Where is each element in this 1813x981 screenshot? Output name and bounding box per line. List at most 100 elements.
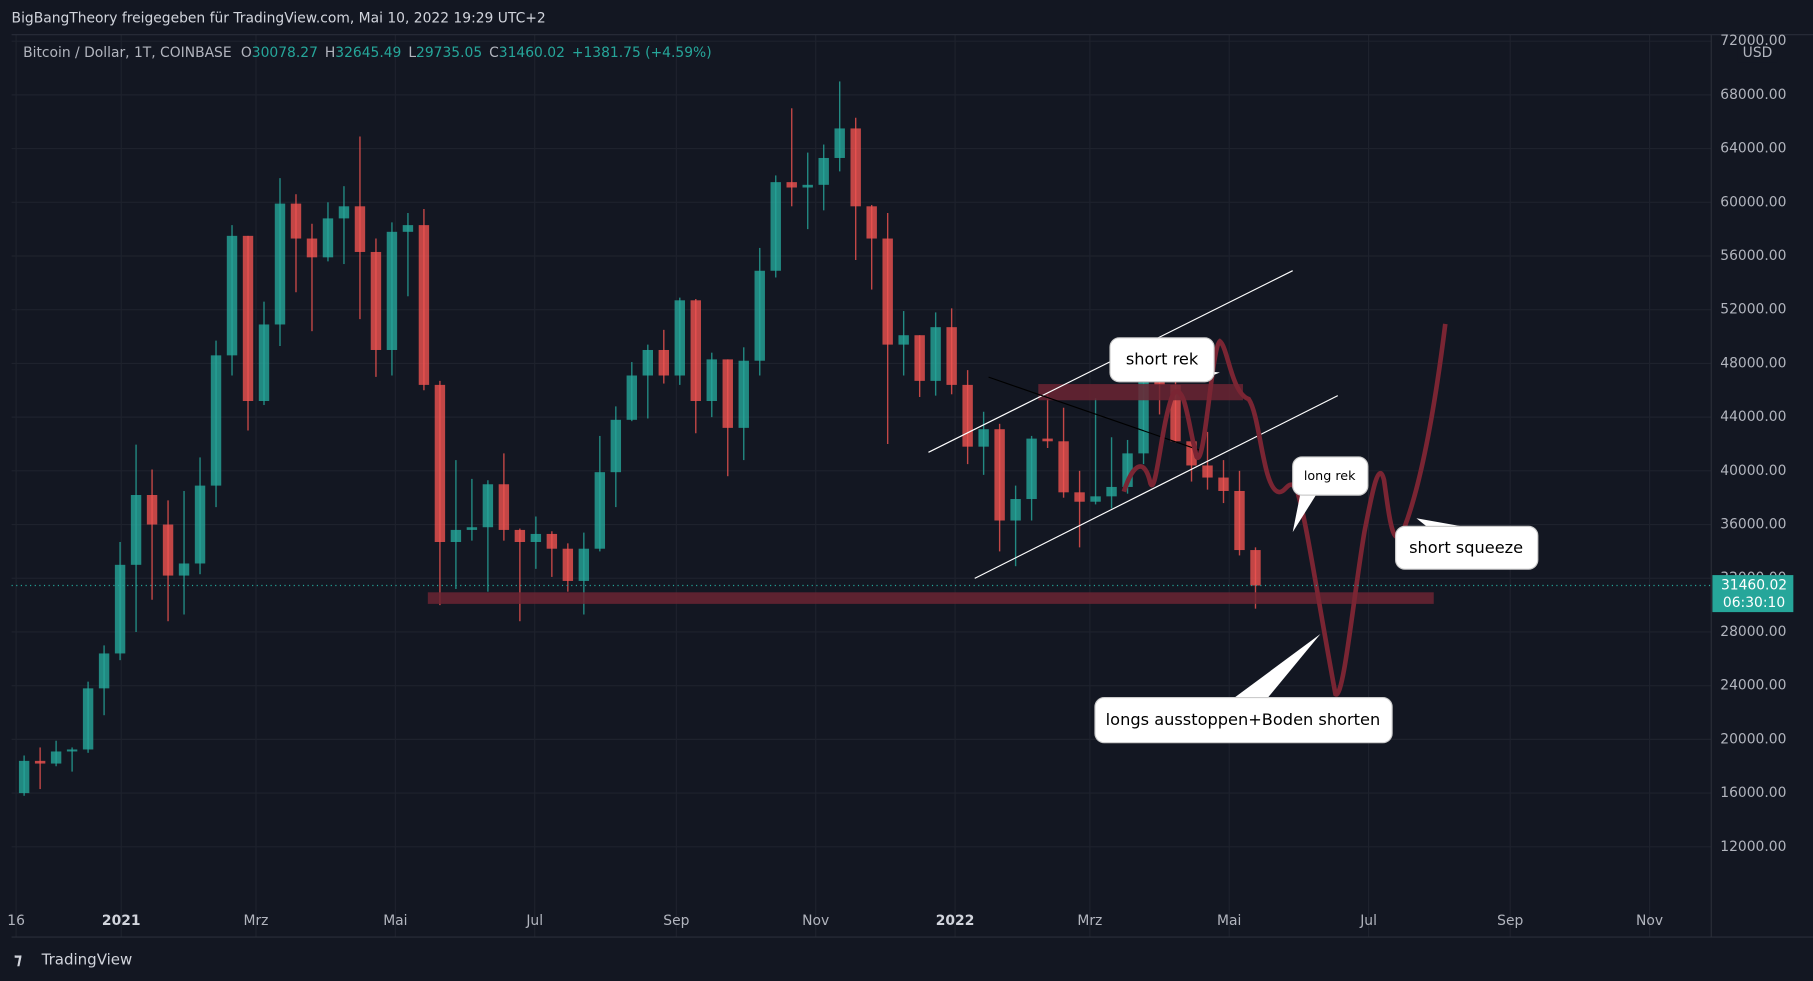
candle-body bbox=[114, 564, 126, 654]
quote-value: 32645.49 bbox=[335, 45, 401, 61]
candle-body bbox=[146, 495, 158, 525]
candle-body bbox=[642, 349, 654, 376]
grid bbox=[11, 34, 1712, 938]
candle-body bbox=[466, 527, 478, 530]
last-price: 31460.02 bbox=[1721, 578, 1787, 594]
candle-body bbox=[18, 760, 30, 794]
candle-body bbox=[1170, 384, 1181, 442]
x-tick-label: Mai bbox=[1217, 913, 1241, 929]
quote-label: O bbox=[241, 45, 252, 61]
currency: USD bbox=[1743, 45, 1773, 61]
y-tick-label: 28000.00 bbox=[1720, 624, 1786, 640]
y-tick-label: 16000.00 bbox=[1720, 785, 1786, 801]
annotation: long rek bbox=[1304, 468, 1356, 483]
y-tick-label: 64000.00 bbox=[1720, 141, 1786, 157]
candle-body bbox=[962, 384, 973, 447]
x-tick-label: Nov bbox=[1636, 913, 1663, 929]
candle-body bbox=[866, 206, 877, 239]
candle-body bbox=[434, 384, 446, 543]
candle-body bbox=[450, 529, 462, 543]
candle-body bbox=[354, 206, 366, 252]
x-tick-label: Nov bbox=[802, 913, 829, 929]
candle-body bbox=[370, 251, 382, 350]
y-tick-label: 52000.00 bbox=[1720, 302, 1786, 318]
candle-body bbox=[290, 203, 302, 239]
symbol-quote: Bitcoin / Dollar, 1T, COINBASE O30078.27 H… bbox=[23, 45, 712, 61]
callout-box bbox=[1094, 696, 1393, 744]
x-tick-label: Jul bbox=[1359, 913, 1377, 929]
y-tick-label: 44000.00 bbox=[1720, 409, 1786, 425]
candle-body bbox=[1250, 550, 1261, 586]
candle-body bbox=[802, 184, 813, 188]
quote-label: C bbox=[489, 45, 499, 61]
candle-body bbox=[546, 533, 558, 549]
candle-body bbox=[1010, 499, 1021, 521]
candle-body bbox=[978, 429, 989, 447]
y-tick-label: 24000.00 bbox=[1720, 678, 1786, 694]
callout-tail bbox=[1231, 633, 1321, 700]
candle-body bbox=[1138, 379, 1149, 454]
byline: BigBangTheory freigegeben für TradingVie… bbox=[12, 11, 546, 27]
candle-body bbox=[834, 128, 845, 158]
y-tick-label: 36000.00 bbox=[1720, 517, 1786, 533]
quote-value: 31460.02 bbox=[499, 45, 565, 61]
forecast-path bbox=[1121, 323, 1448, 697]
candle-body bbox=[706, 359, 717, 402]
callout-box bbox=[1109, 337, 1215, 383]
candle-body bbox=[1106, 486, 1117, 497]
annotation: short rek bbox=[1126, 349, 1199, 368]
candle-body bbox=[66, 749, 78, 752]
y-tick-label: 48000.00 bbox=[1720, 355, 1786, 371]
candle-body bbox=[226, 235, 238, 356]
candle-body bbox=[946, 327, 957, 385]
candle-body bbox=[594, 472, 606, 549]
candle-body bbox=[530, 533, 542, 542]
candle-body bbox=[770, 182, 781, 271]
candle-body bbox=[258, 324, 270, 402]
quote-label: L bbox=[408, 45, 416, 61]
candle-body bbox=[386, 231, 398, 350]
x-tick-label: Sep bbox=[1497, 913, 1523, 929]
candle-body bbox=[194, 485, 206, 564]
y-tick-label: 68000.00 bbox=[1720, 87, 1786, 103]
candle-body bbox=[274, 203, 286, 325]
candle-body bbox=[98, 653, 110, 689]
channel-lower bbox=[974, 395, 1339, 579]
drawings: short rek long rek short squeeze longs a… bbox=[427, 270, 1539, 744]
candle-body bbox=[1234, 490, 1245, 551]
symbol: Bitcoin / Dollar, 1T, COINBASE bbox=[23, 45, 231, 61]
candle-body bbox=[306, 238, 318, 258]
annotation: longs ausstoppen+Boden shorten bbox=[1106, 710, 1381, 729]
callout-tail bbox=[1292, 491, 1319, 533]
countdown: 06:30:10 bbox=[1723, 595, 1785, 611]
quote-value: 29735.05 bbox=[416, 45, 482, 61]
candle-body bbox=[914, 335, 925, 381]
candle-body bbox=[514, 529, 526, 543]
x-tick-label: Mrz bbox=[244, 913, 269, 929]
candle-body bbox=[882, 238, 893, 345]
candle-body bbox=[50, 751, 62, 764]
candle-body bbox=[482, 484, 494, 528]
quote-label: H bbox=[325, 45, 335, 61]
candle-body bbox=[818, 157, 829, 185]
y-tick-label: 20000.00 bbox=[1720, 731, 1786, 747]
x-tick-label: Sep bbox=[663, 913, 689, 929]
candle-body bbox=[210, 355, 222, 486]
x-tick-label: Mai bbox=[383, 913, 407, 929]
annotation: short squeeze bbox=[1409, 538, 1523, 557]
candle-body bbox=[338, 206, 350, 219]
candle-body bbox=[610, 419, 622, 473]
candle-body bbox=[930, 327, 941, 381]
candle-body bbox=[1090, 496, 1101, 502]
logo: ⁊ bbox=[14, 950, 22, 969]
trend-line bbox=[988, 376, 1203, 452]
x-tick-label: 2022 bbox=[936, 913, 975, 929]
candle-body bbox=[994, 429, 1005, 521]
callout-box bbox=[1292, 456, 1369, 496]
x-tick-label: Mrz bbox=[1077, 913, 1102, 929]
y-tick-label: 12000.00 bbox=[1720, 839, 1786, 855]
candle-body bbox=[898, 335, 909, 345]
x-tick-label: Jul bbox=[525, 913, 543, 929]
candle-body bbox=[498, 484, 510, 530]
